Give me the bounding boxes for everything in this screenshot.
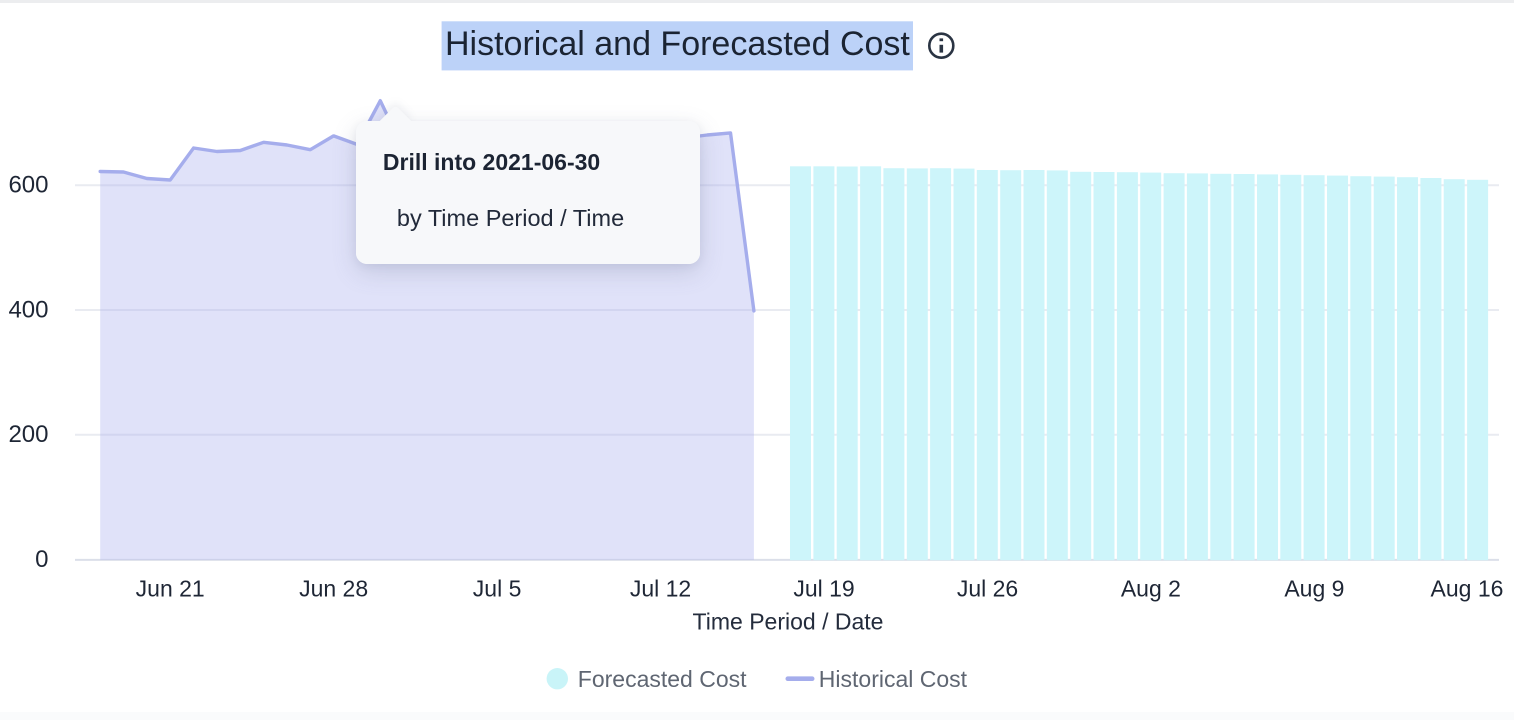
svg-text:0: 0	[35, 546, 48, 573]
svg-text:Jun 28: Jun 28	[299, 576, 368, 602]
svg-text:Jul 12: Jul 12	[630, 576, 691, 602]
svg-text:Jul 5: Jul 5	[473, 576, 522, 602]
svg-text:Historical and Forecasted Cost: Historical and Forecasted Cost	[445, 25, 910, 63]
svg-text:Time Period / Date: Time Period / Date	[693, 609, 884, 635]
svg-text:Forecasted Cost: Forecasted Cost	[578, 666, 747, 692]
svg-text:400: 400	[8, 296, 48, 323]
svg-text:Jun 21: Jun 21	[136, 576, 205, 602]
svg-text:200: 200	[8, 421, 48, 448]
svg-text:Jul 19: Jul 19	[793, 576, 854, 602]
svg-text:Aug 2: Aug 2	[1121, 576, 1181, 602]
svg-text:Historical Cost: Historical Cost	[819, 666, 968, 692]
svg-text:Aug 16: Aug 16	[1431, 576, 1504, 602]
svg-text:Jul 26: Jul 26	[957, 576, 1018, 602]
svg-text:Aug 9: Aug 9	[1284, 576, 1344, 602]
svg-text:600: 600	[8, 172, 48, 199]
